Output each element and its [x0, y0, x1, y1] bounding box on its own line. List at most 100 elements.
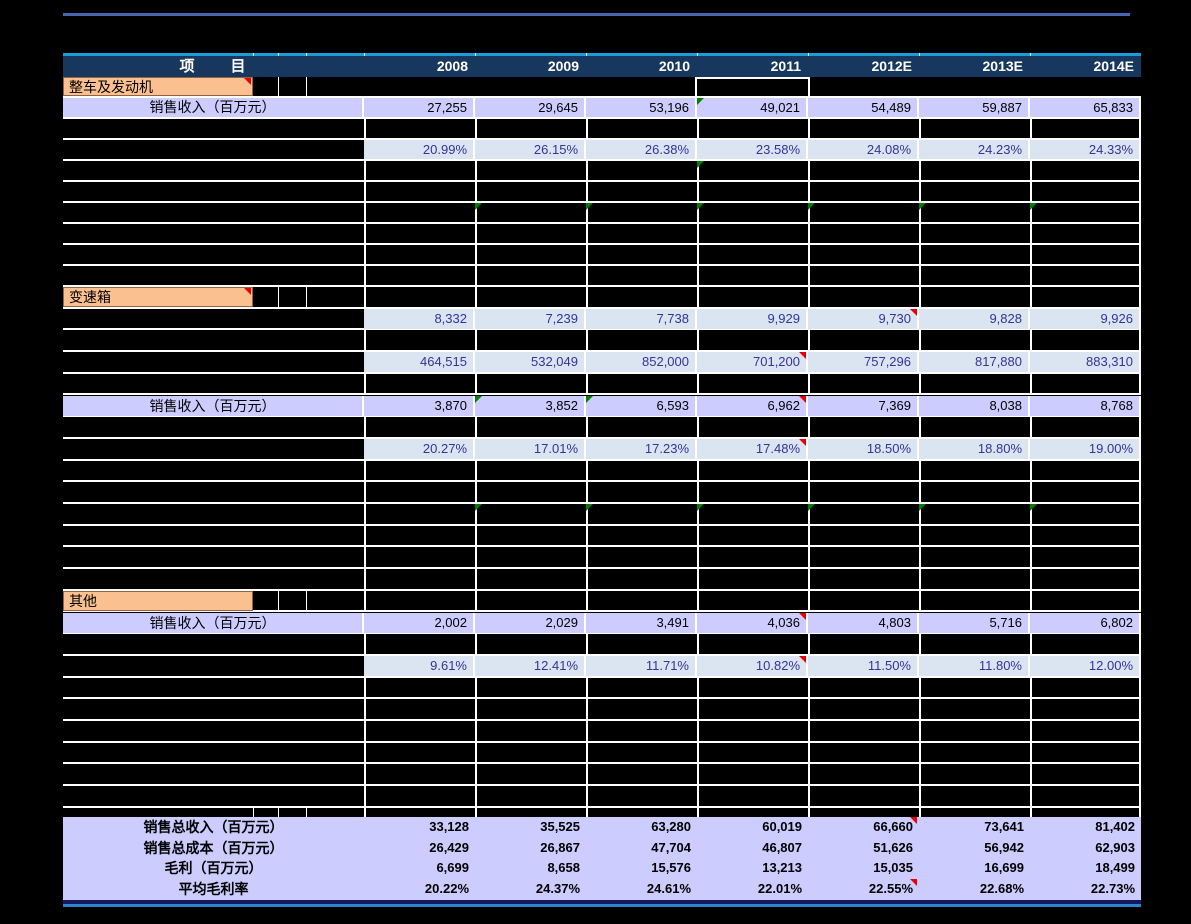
- value-cell[interactable]: 24.61%: [586, 879, 697, 900]
- value-cell[interactable]: 7,738: [586, 308, 697, 329]
- value-cell[interactable]: 12.41%: [475, 655, 586, 676]
- value-cell[interactable]: 8,658: [475, 858, 586, 880]
- header-item-label[interactable]: 项 目: [179, 58, 248, 75]
- value-cell[interactable]: 18.80%: [919, 438, 1030, 459]
- value-cell[interactable]: 3,852: [475, 395, 586, 416]
- column-header-2011[interactable]: 2011: [770, 58, 801, 74]
- value-cell[interactable]: 33,128: [364, 816, 475, 838]
- value-cell[interactable]: 6,802: [1030, 612, 1141, 633]
- column-header-2009[interactable]: 2009: [547, 58, 579, 74]
- summary-label[interactable]: 销售总收入（百万元）: [143, 818, 284, 835]
- row-label[interactable]: 销售收入（百万元）: [63, 98, 364, 117]
- value-cell[interactable]: 15,035: [808, 858, 919, 880]
- value-cell[interactable]: 5,716: [919, 612, 1030, 633]
- section-label[interactable]: 变速箱: [63, 287, 253, 307]
- value-cell[interactable]: 2,029: [475, 612, 586, 633]
- value-cell[interactable]: 20.22%: [364, 879, 475, 900]
- value-cell[interactable]: 3,491: [586, 612, 697, 633]
- value-cell[interactable]: 3,870: [364, 395, 475, 416]
- value-cell[interactable]: 9,929: [697, 308, 808, 329]
- value-cell[interactable]: 2,002: [364, 612, 475, 633]
- value-cell[interactable]: 26,867: [475, 837, 586, 859]
- value-cell[interactable]: 20.99%: [364, 140, 475, 159]
- value-cell[interactable]: 9,926: [1030, 308, 1141, 329]
- value-cell[interactable]: 18.50%: [808, 438, 919, 459]
- row-label[interactable]: 销售收入（百万元）: [63, 612, 364, 633]
- value-cell[interactable]: 16,699: [919, 858, 1030, 880]
- value-cell[interactable]: 701,200: [697, 352, 808, 373]
- value-cell[interactable]: 22.55%: [808, 879, 919, 900]
- value-cell[interactable]: 60,019: [697, 816, 808, 838]
- value-cell[interactable]: 4,803: [808, 612, 919, 633]
- value-cell[interactable]: 17.23%: [586, 438, 697, 459]
- value-cell[interactable]: 47,704: [586, 837, 697, 859]
- value-cell[interactable]: 11.71%: [586, 655, 697, 676]
- value-cell[interactable]: 532,049: [475, 352, 586, 373]
- summary-label[interactable]: 平均毛利率: [178, 881, 249, 898]
- value-cell[interactable]: 9.61%: [364, 655, 475, 676]
- value-cell[interactable]: 8,768: [1030, 395, 1141, 416]
- value-cell[interactable]: 4,036: [697, 612, 808, 633]
- value-cell[interactable]: 27,255: [364, 98, 475, 117]
- value-cell[interactable]: 464,515: [364, 352, 475, 373]
- value-cell[interactable]: 19.00%: [1030, 438, 1141, 459]
- value-cell[interactable]: 22.68%: [919, 879, 1030, 900]
- value-cell[interactable]: 53,196: [586, 98, 697, 117]
- value-cell[interactable]: 12.00%: [1030, 655, 1141, 676]
- value-cell[interactable]: 8,332: [364, 308, 475, 329]
- value-cell[interactable]: 11.50%: [808, 655, 919, 676]
- summary-label[interactable]: 销售总成本（百万元）: [143, 839, 284, 856]
- value-cell[interactable]: 26.15%: [475, 140, 586, 159]
- value-cell[interactable]: 817,880: [919, 352, 1030, 373]
- value-cell[interactable]: 11.80%: [919, 655, 1030, 676]
- value-cell[interactable]: 73,641: [919, 816, 1030, 838]
- value-cell[interactable]: 46,807: [697, 837, 808, 859]
- value-cell[interactable]: 59,887: [919, 98, 1030, 117]
- value-cell[interactable]: 26.38%: [586, 140, 697, 159]
- value-cell[interactable]: 26,429: [364, 837, 475, 859]
- value-cell[interactable]: 10.82%: [697, 655, 808, 676]
- value-cell[interactable]: 7,239: [475, 308, 586, 329]
- value-cell[interactable]: 852,000: [586, 352, 697, 373]
- value-cell[interactable]: 20.27%: [364, 438, 475, 459]
- column-header-2010[interactable]: 2010: [658, 58, 690, 74]
- column-header-2013E[interactable]: 2013E: [982, 58, 1023, 74]
- section-label[interactable]: 整车及发动机: [63, 77, 253, 96]
- value-cell[interactable]: 9,828: [919, 308, 1030, 329]
- value-cell[interactable]: 15,576: [586, 858, 697, 880]
- value-cell[interactable]: 65,833: [1030, 98, 1141, 117]
- value-cell[interactable]: 24.08%: [808, 140, 919, 159]
- value-cell[interactable]: 6,593: [586, 395, 697, 416]
- value-cell[interactable]: 18,499: [1030, 858, 1141, 880]
- value-cell[interactable]: 51,626: [808, 837, 919, 859]
- value-cell[interactable]: 63,280: [586, 816, 697, 838]
- summary-label[interactable]: 毛利（百万元）: [164, 860, 263, 877]
- value-cell[interactable]: 24.33%: [1030, 140, 1141, 159]
- value-cell[interactable]: 17.01%: [475, 438, 586, 459]
- value-cell[interactable]: 62,903: [1030, 837, 1141, 859]
- value-cell[interactable]: 22.73%: [1030, 879, 1141, 900]
- value-cell[interactable]: 66,660: [808, 816, 919, 838]
- value-cell[interactable]: 54,489: [808, 98, 919, 117]
- value-cell[interactable]: 29,645: [475, 98, 586, 117]
- row-label[interactable]: 销售收入（百万元）: [63, 395, 364, 416]
- value-cell[interactable]: 7,369: [808, 395, 919, 416]
- value-cell[interactable]: 56,942: [919, 837, 1030, 859]
- value-cell[interactable]: 24.37%: [475, 879, 586, 900]
- value-cell[interactable]: 757,296: [808, 352, 919, 373]
- value-cell[interactable]: 8,038: [919, 395, 1030, 416]
- column-header-2014E[interactable]: 2014E: [1093, 58, 1134, 74]
- value-cell[interactable]: 49,021: [697, 98, 808, 117]
- selected-cell[interactable]: [695, 77, 810, 98]
- value-cell[interactable]: 17.48%: [697, 438, 808, 459]
- value-cell[interactable]: 9,730: [808, 308, 919, 329]
- value-cell[interactable]: 6,699: [364, 858, 475, 880]
- column-header-2012E[interactable]: 2012E: [871, 58, 912, 74]
- value-cell[interactable]: 81,402: [1030, 816, 1141, 838]
- value-cell[interactable]: 24.23%: [919, 140, 1030, 159]
- value-cell[interactable]: 23.58%: [697, 140, 808, 159]
- value-cell[interactable]: 6,962: [697, 395, 808, 416]
- section-label[interactable]: 其他: [63, 590, 253, 611]
- value-cell[interactable]: 13,213: [697, 858, 808, 880]
- value-cell[interactable]: 35,525: [475, 816, 586, 838]
